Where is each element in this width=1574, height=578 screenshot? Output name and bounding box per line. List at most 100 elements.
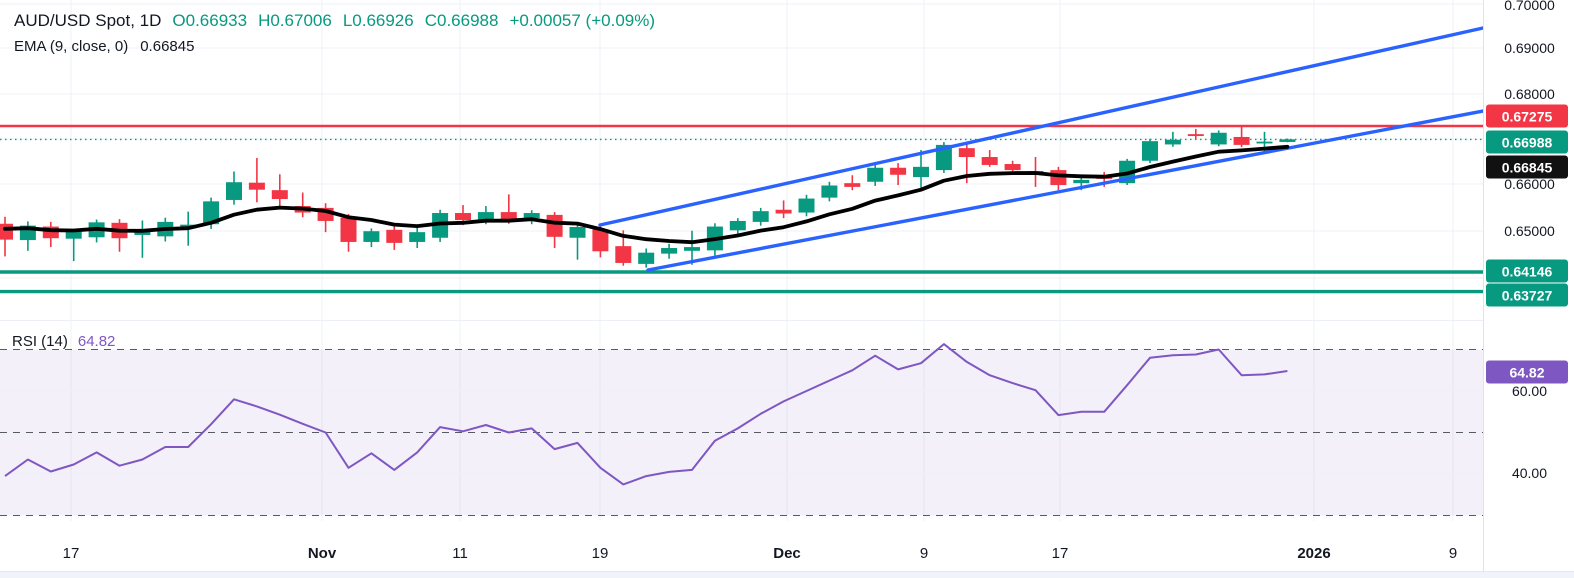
candle[interactable]: [1210, 130, 1227, 147]
candle-body: [500, 212, 517, 221]
candle[interactable]: [226, 171, 242, 205]
time-axis-label: 11: [452, 545, 468, 562]
time-axis-label: 2026: [1297, 545, 1331, 562]
candle-body: [523, 213, 540, 219]
candle-body: [363, 231, 380, 242]
candle[interactable]: [1164, 131, 1181, 147]
candle-body: [134, 231, 151, 235]
candle[interactable]: [1050, 166, 1067, 191]
candle-body: [1279, 139, 1296, 142]
candle[interactable]: [775, 200, 792, 219]
trendline[interactable]: [598, 26, 1485, 227]
pane-separator[interactable]: [0, 320, 1574, 321]
candle-body: [661, 248, 678, 254]
candle-body: [1187, 134, 1204, 137]
candle[interactable]: [867, 164, 884, 186]
candle-body: [340, 217, 357, 242]
candle[interactable]: [0, 216, 13, 257]
time-axis[interactable]: 17 Nov 11 19 Dec 9 17 2026 9: [0, 521, 1483, 571]
candle[interactable]: [981, 150, 998, 167]
legend: AUD/USD Spot, 1D O0.66933 H0.67006 L0.66…: [14, 11, 655, 55]
candle[interactable]: [1142, 138, 1158, 164]
time-axis-label: 19: [591, 545, 609, 562]
candle[interactable]: [913, 150, 929, 188]
candle[interactable]: [844, 175, 861, 191]
rsi-label[interactable]: RSI (14): [12, 333, 68, 350]
candle-body: [775, 209, 792, 214]
high-value: H0.67006: [258, 11, 332, 30]
candle-body: [1142, 141, 1158, 161]
candle[interactable]: [248, 157, 265, 203]
candle[interactable]: [684, 230, 700, 265]
candle[interactable]: [317, 203, 334, 233]
price-axis[interactable]: 0.70000 0.69000 0.68000 0.66000 0.65000 60.00…: [1483, 0, 1574, 578]
candle[interactable]: [1004, 160, 1021, 173]
candle[interactable]: [409, 227, 426, 249]
symbol-legend-row[interactable]: AUD/USD Spot, 1D O0.66933 H0.67006 L0.66…: [14, 11, 655, 31]
close-value: C0.66988: [424, 11, 499, 30]
ema-legend-row[interactable]: EMA (9, close, 0) 0.66845: [14, 38, 655, 55]
candle[interactable]: [65, 229, 82, 262]
candle-body: [798, 198, 815, 213]
candle-body: [890, 167, 907, 175]
candle[interactable]: [569, 223, 586, 260]
open-value: O0.66933: [172, 11, 248, 30]
time-axis-label: 9: [1448, 545, 1458, 562]
candle[interactable]: [752, 207, 769, 226]
rsi-legend-row[interactable]: RSI (14) 64.82: [12, 333, 115, 350]
candle[interactable]: [638, 248, 655, 268]
candle[interactable]: [821, 181, 838, 202]
rsi-line[interactable]: [4, 343, 1288, 486]
candle-body: [729, 220, 746, 231]
candle[interactable]: [546, 212, 563, 249]
rsi-axis-label: 40.00: [1511, 465, 1548, 481]
candle-body: [935, 144, 952, 171]
symbol-title[interactable]: AUD/USD Spot, 1D: [14, 11, 162, 30]
candle-body: [477, 212, 494, 221]
price-badge: 0.66988: [1486, 130, 1568, 154]
time-axis-label: 9: [919, 545, 929, 562]
candle-body: [913, 166, 929, 178]
candle-body: [844, 183, 861, 187]
candle[interactable]: [1233, 126, 1250, 148]
candle[interactable]: [729, 218, 746, 235]
candle-body: [226, 182, 242, 200]
candle[interactable]: [271, 174, 288, 209]
candle[interactable]: [111, 219, 128, 252]
candle-body: [867, 167, 884, 182]
trendline[interactable]: [646, 109, 1485, 272]
price-badge: 0.63727: [1486, 283, 1568, 307]
candle-body: [592, 229, 609, 252]
ema-line[interactable]: [3, 144, 1290, 245]
candle[interactable]: [294, 192, 311, 218]
candle-body: [1004, 164, 1021, 171]
candle[interactable]: [592, 226, 609, 258]
candle[interactable]: [523, 210, 540, 225]
candlestick-series[interactable]: [0, 126, 1296, 268]
candle-body: [1164, 139, 1181, 145]
time-axis-label: Nov: [307, 545, 337, 562]
candle[interactable]: [19, 221, 36, 251]
candle-body: [1256, 141, 1273, 144]
candle[interactable]: [1187, 129, 1204, 139]
candle[interactable]: [340, 213, 357, 252]
candle[interactable]: [1279, 138, 1296, 143]
time-axis-label: Dec: [773, 545, 801, 562]
ema-label[interactable]: EMA (9, close, 0): [14, 38, 129, 55]
change-value: +0.00057 (+0.09%): [509, 11, 656, 30]
candle-body: [409, 232, 426, 242]
candle[interactable]: [386, 226, 403, 250]
candle[interactable]: [661, 243, 678, 259]
price-axis-label: 0.69000: [1504, 40, 1555, 56]
candle[interactable]: [798, 194, 815, 217]
candle-body: [981, 157, 998, 165]
candle[interactable]: [134, 220, 151, 258]
candle[interactable]: [890, 163, 907, 186]
candle[interactable]: [363, 228, 380, 248]
candle-body: [1073, 179, 1090, 184]
price-axis-label: 0.66000: [1504, 176, 1555, 192]
price-axis-label: 0.65000: [1504, 223, 1555, 239]
candle[interactable]: [42, 221, 59, 248]
